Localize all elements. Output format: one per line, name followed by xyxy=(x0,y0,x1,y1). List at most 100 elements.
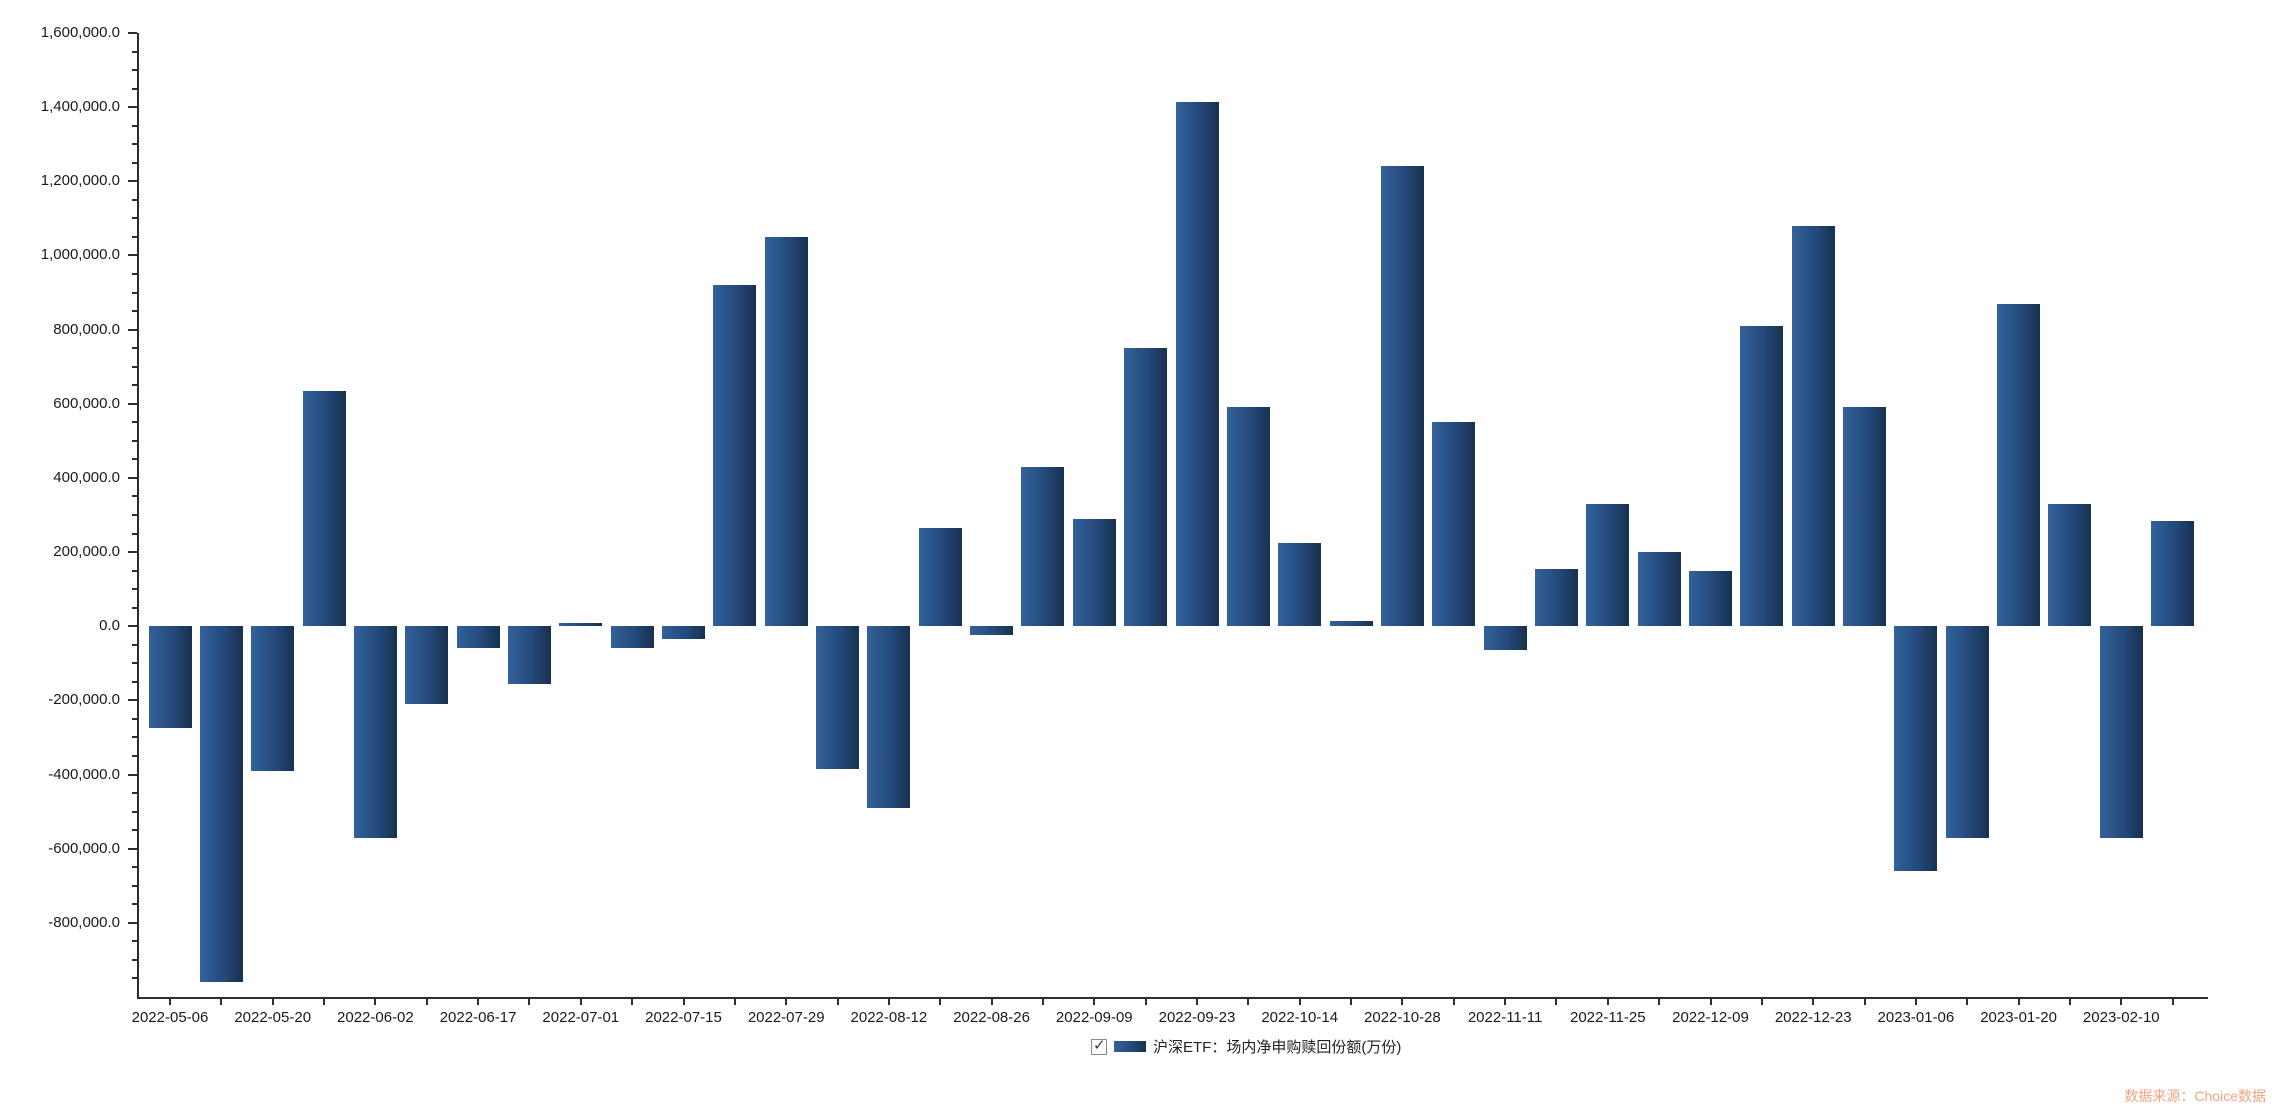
x-axis-tick xyxy=(1401,997,1404,1005)
bar xyxy=(713,285,757,627)
x-axis-label: 2022-12-23 xyxy=(1774,1009,1852,1026)
bar xyxy=(918,527,962,627)
bar xyxy=(2048,503,2092,627)
bar xyxy=(610,626,654,649)
x-axis-label: 2022-07-01 xyxy=(542,1009,620,1026)
bar xyxy=(1637,552,1681,627)
x-axis-tick xyxy=(2171,997,2174,1005)
x-axis-label: 2022-11-11 xyxy=(1467,1009,1543,1026)
bar xyxy=(148,626,192,729)
y-axis-label: 400,000.0 xyxy=(53,468,120,486)
y-axis-minor-tick xyxy=(132,643,137,646)
x-axis-label: 2022-08-12 xyxy=(850,1009,928,1026)
bar xyxy=(1175,101,1219,627)
y-axis-minor-tick xyxy=(132,124,137,127)
y-axis-minor-tick xyxy=(132,87,137,90)
x-axis-tick xyxy=(1812,997,1815,1005)
x-axis-tick xyxy=(1914,997,1917,1005)
y-axis-label: -800,000.0 xyxy=(48,913,120,931)
x-axis-tick xyxy=(477,997,480,1005)
x-axis-tick xyxy=(220,997,223,1005)
x-axis-tick xyxy=(1504,997,1507,1005)
y-axis-minor-tick xyxy=(132,662,137,665)
y-axis-label: 0.0 xyxy=(99,617,120,635)
x-axis-tick xyxy=(785,997,788,1005)
y-axis-minor-tick xyxy=(132,365,137,368)
y-axis-minor-tick xyxy=(132,810,137,813)
y-axis-minor-tick xyxy=(132,273,137,275)
y-axis-minor-tick xyxy=(132,198,137,201)
legend[interactable]: ✓ 沪深ETF：场内净申购赎回份额(万份) xyxy=(1091,1036,1401,1057)
x-axis-tick xyxy=(271,997,274,1005)
y-axis-line xyxy=(137,33,139,999)
y-axis-major-tick xyxy=(128,180,137,183)
y-axis-minor-tick xyxy=(132,347,137,350)
x-axis-label: 2023-02-10 xyxy=(2082,1009,2160,1026)
legend-checkbox[interactable]: ✓ xyxy=(1091,1036,1107,1055)
x-axis-tick xyxy=(323,997,326,1005)
y-axis-minor-tick xyxy=(132,532,137,535)
x-axis-tick xyxy=(1196,997,1198,1005)
bar xyxy=(1278,542,1322,627)
y-axis-label: 1,000,000.0 xyxy=(40,246,120,264)
y-axis-minor-tick xyxy=(132,384,137,387)
y-axis-minor-tick xyxy=(132,69,137,72)
x-axis-tick xyxy=(1658,997,1661,1005)
bar xyxy=(1689,570,1732,627)
y-axis-major-tick xyxy=(128,328,137,331)
y-axis-minor-tick xyxy=(132,161,137,164)
x-axis-label: 2022-05-20 xyxy=(234,1009,312,1026)
x-axis-tick xyxy=(1144,997,1147,1005)
x-axis-tick xyxy=(1606,997,1609,1005)
x-axis-tick xyxy=(733,997,736,1005)
legend-series-label: 沪深ETF：场内净申购赎回份额(万份) xyxy=(1153,1039,1402,1056)
bar xyxy=(970,626,1014,636)
bar xyxy=(1740,325,1784,627)
y-axis-minor-tick xyxy=(132,514,137,516)
x-axis-tick xyxy=(1350,997,1353,1005)
bar xyxy=(456,626,500,649)
y-axis-major-tick xyxy=(128,773,137,776)
bar xyxy=(816,626,860,769)
bar xyxy=(2151,520,2195,627)
bar xyxy=(1380,166,1424,627)
y-axis-major-tick xyxy=(128,551,137,554)
x-axis-tick xyxy=(836,997,839,1005)
x-axis-tick xyxy=(939,997,942,1005)
x-axis-tick xyxy=(2068,997,2071,1005)
bar xyxy=(1534,568,1578,627)
bar xyxy=(559,622,603,627)
legend-series-swatch-icon xyxy=(1114,1041,1146,1052)
bar xyxy=(353,626,397,838)
y-axis-minor-tick xyxy=(132,903,137,906)
bar xyxy=(1997,303,2041,627)
bar xyxy=(1124,348,1168,627)
x-axis-tick xyxy=(2017,997,2020,1005)
y-axis-major-tick xyxy=(128,699,137,702)
y-axis-minor-tick xyxy=(132,977,137,980)
x-axis-tick xyxy=(1247,997,1250,1005)
y-axis-label: -400,000.0 xyxy=(48,765,120,783)
checkmark-icon: ✓ xyxy=(1093,1036,1106,1054)
x-axis-label: 2022-07-29 xyxy=(747,1009,825,1026)
bar xyxy=(1329,620,1373,627)
bar xyxy=(251,626,295,771)
x-axis-tick xyxy=(1298,997,1301,1005)
y-axis-major-tick xyxy=(128,402,137,405)
x-axis-tick xyxy=(1863,997,1866,1005)
y-axis-label: 1,600,000.0 xyxy=(40,24,120,41)
bar xyxy=(1021,466,1065,627)
x-axis-tick xyxy=(169,997,171,1005)
x-axis-tick xyxy=(1452,997,1455,1005)
y-axis-minor-tick xyxy=(132,291,137,294)
y-axis-minor-tick xyxy=(132,680,137,683)
y-axis-minor-tick xyxy=(132,755,137,757)
x-axis-label: 2022-10-14 xyxy=(1261,1009,1339,1026)
y-axis-minor-tick xyxy=(132,717,137,720)
x-axis-label: 2022-06-02 xyxy=(337,1009,414,1026)
y-axis-minor-tick xyxy=(132,958,137,961)
bar xyxy=(1586,503,1630,627)
x-axis-tick xyxy=(1760,997,1763,1005)
x-axis-tick xyxy=(374,997,377,1005)
